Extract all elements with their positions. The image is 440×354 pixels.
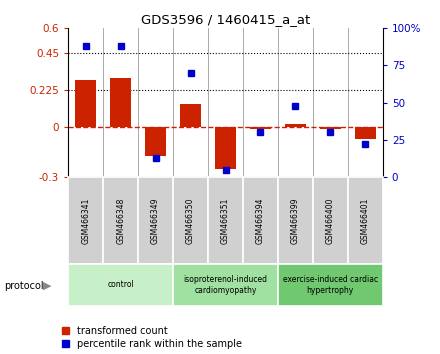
Bar xyxy=(285,124,306,127)
Bar xyxy=(348,177,383,264)
Text: protocol: protocol xyxy=(4,281,44,291)
Text: GSM466351: GSM466351 xyxy=(221,197,230,244)
Text: GSM466349: GSM466349 xyxy=(151,197,160,244)
Bar xyxy=(173,264,278,306)
Bar xyxy=(355,127,376,139)
Bar xyxy=(215,127,236,169)
Bar xyxy=(138,177,173,264)
Text: GSM466341: GSM466341 xyxy=(81,197,90,244)
Bar xyxy=(173,177,208,264)
Text: GSM466350: GSM466350 xyxy=(186,197,195,244)
Bar xyxy=(145,127,166,155)
Bar xyxy=(110,78,131,127)
Text: control: control xyxy=(107,280,134,290)
Bar xyxy=(68,177,103,264)
Text: exercise-induced cardiac
hypertrophy: exercise-induced cardiac hypertrophy xyxy=(283,275,378,295)
Bar xyxy=(313,177,348,264)
Text: GSM466394: GSM466394 xyxy=(256,197,265,244)
Bar xyxy=(250,127,271,129)
Text: isoproterenol-induced
cardiomyopathy: isoproterenol-induced cardiomyopathy xyxy=(183,275,268,295)
Text: GSM466399: GSM466399 xyxy=(291,197,300,244)
Bar xyxy=(278,177,313,264)
Bar xyxy=(243,177,278,264)
Bar xyxy=(278,264,383,306)
Legend: transformed count, percentile rank within the sample: transformed count, percentile rank withi… xyxy=(62,326,242,349)
Bar xyxy=(180,104,201,127)
Text: ▶: ▶ xyxy=(43,281,51,291)
Text: GSM466400: GSM466400 xyxy=(326,197,335,244)
Bar xyxy=(320,127,341,129)
Bar xyxy=(75,80,96,127)
Bar xyxy=(68,264,173,306)
Text: GSM466401: GSM466401 xyxy=(361,197,370,244)
Text: GSM466348: GSM466348 xyxy=(116,197,125,244)
Bar xyxy=(103,177,138,264)
Title: GDS3596 / 1460415_a_at: GDS3596 / 1460415_a_at xyxy=(141,13,310,26)
Bar xyxy=(208,177,243,264)
